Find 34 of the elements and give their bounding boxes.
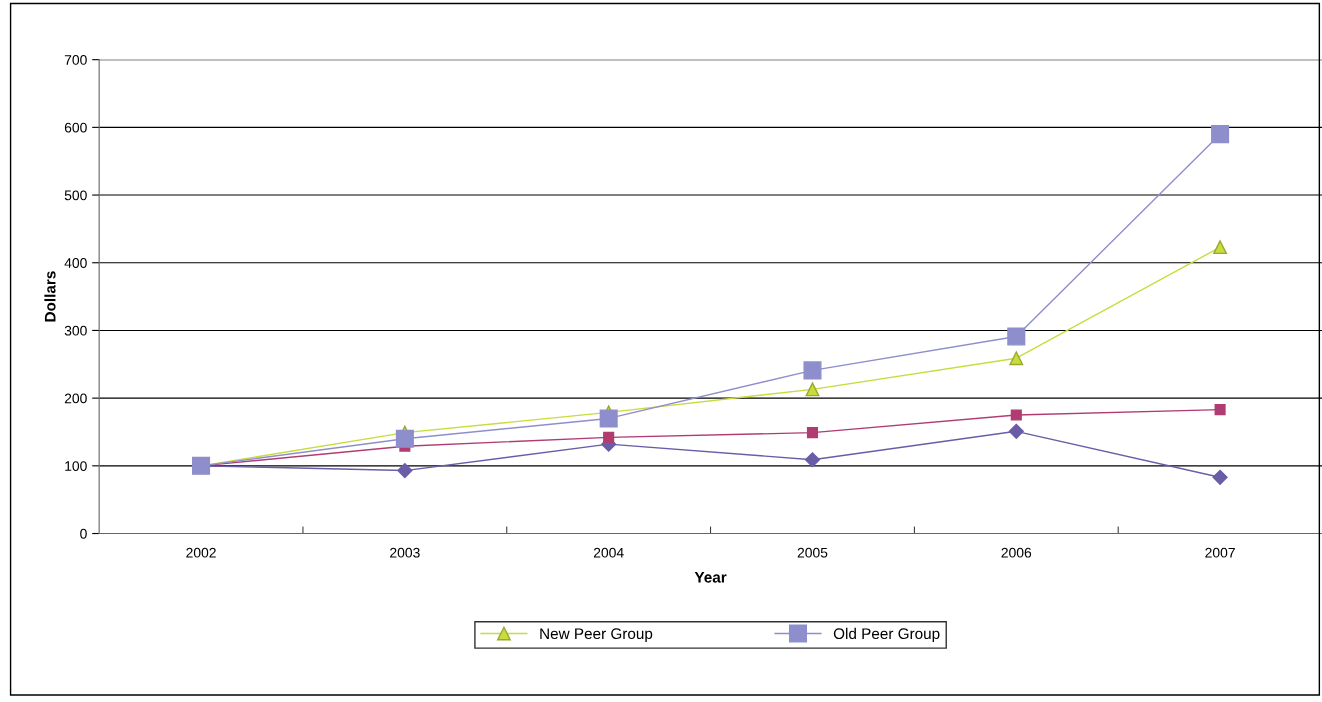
legend-label: New Peer Group	[540, 628, 653, 643]
point	[806, 427, 819, 439]
y-tick-label: 300	[64, 325, 87, 336]
x-tick-label: 2003	[390, 547, 420, 558]
x-tick-label: 2006	[1001, 547, 1032, 558]
point	[1212, 469, 1228, 485]
y-tick-label: 200	[64, 393, 87, 404]
x-tick-label: 2004	[593, 547, 624, 558]
y-tick-label: 500	[64, 190, 87, 201]
y-tick-label: 0	[80, 528, 87, 539]
y-tick-label: 400	[64, 258, 87, 268]
point	[1010, 409, 1022, 421]
point	[1007, 327, 1026, 346]
point	[1211, 125, 1230, 144]
point	[599, 409, 618, 428]
point	[397, 462, 413, 479]
point	[1214, 404, 1226, 416]
point	[804, 452, 821, 468]
x-tick-label: 2005	[797, 547, 828, 558]
point	[805, 382, 820, 397]
point	[803, 361, 822, 380]
point	[395, 429, 414, 448]
point	[603, 431, 615, 443]
y-tick-label: 700	[64, 55, 87, 65]
x-tick-label: 2007	[1205, 547, 1235, 558]
legend-label: Old Peer Group	[833, 627, 940, 643]
point	[1213, 240, 1228, 255]
y-tick-label: 600	[64, 122, 87, 133]
point	[1009, 351, 1024, 366]
x-tick-label: 2002	[186, 547, 216, 558]
x-axis-title: Year	[694, 572, 727, 583]
y-tick-label: 100	[65, 461, 87, 471]
y-axis-title: Dollars	[44, 271, 56, 322]
point	[1008, 423, 1024, 439]
